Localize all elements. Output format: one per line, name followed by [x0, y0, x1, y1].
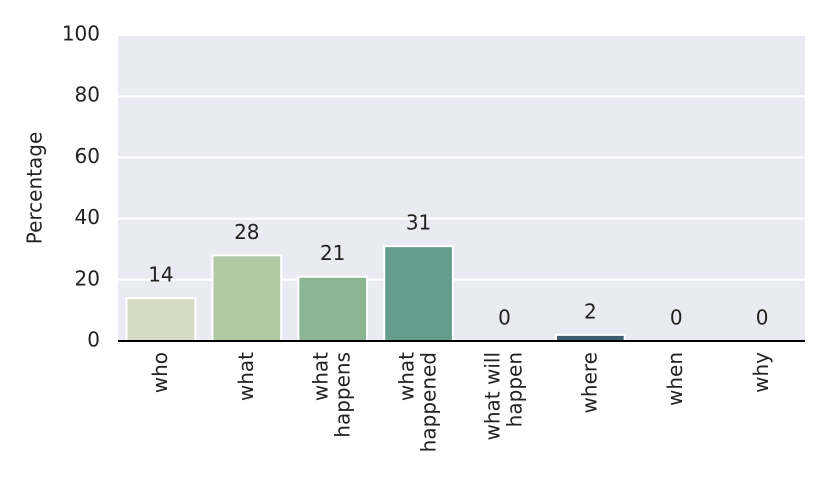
bar [211, 254, 283, 343]
y-tick-label: 0 [87, 328, 100, 352]
value-label: 31 [406, 211, 431, 235]
value-label: 0 [670, 306, 683, 330]
value-label: 14 [148, 263, 173, 287]
bar [297, 275, 369, 342]
y-axis-label: Percentage [23, 132, 47, 245]
value-label: 21 [320, 241, 345, 265]
value-label: 28 [234, 220, 259, 244]
y-tick-label: 40 [75, 205, 100, 229]
bar [125, 297, 197, 343]
x-tick-label: why [749, 352, 773, 393]
x-tick-label: who [147, 352, 171, 393]
value-label: 0 [756, 306, 769, 330]
value-label: 0 [498, 306, 511, 330]
x-tick-label: whathappened [394, 352, 440, 452]
value-label: 2 [584, 299, 597, 323]
y-tick-label: 20 [75, 266, 100, 290]
y-tick-label: 100 [62, 22, 100, 46]
x-tick-label: where [577, 352, 601, 413]
x-tick-label: what [233, 352, 257, 401]
x-tick-label: when [663, 352, 687, 406]
x-tick-label: whathappens [308, 352, 354, 438]
x-tick-label: what willhappen [480, 352, 526, 441]
y-tick-label: 60 [75, 144, 100, 168]
bar [383, 245, 454, 342]
y-tick-label: 80 [75, 83, 100, 107]
